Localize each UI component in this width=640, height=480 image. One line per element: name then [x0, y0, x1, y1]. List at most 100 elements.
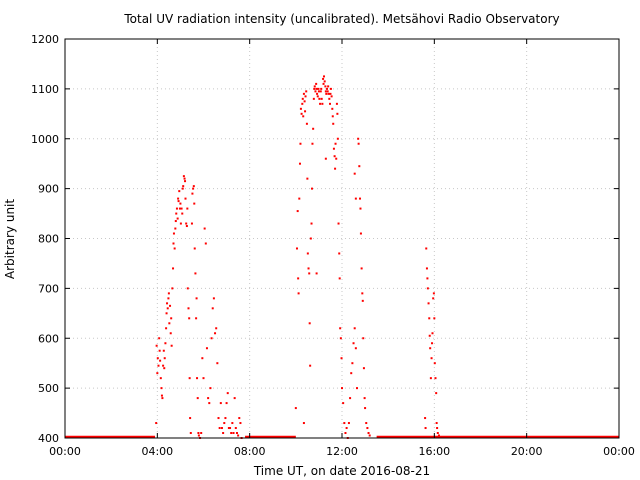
data-point — [432, 292, 435, 295]
data-point — [230, 432, 233, 435]
y-tick-label: 800 — [38, 233, 59, 246]
data-point — [177, 200, 180, 203]
data-point — [155, 344, 158, 347]
data-point — [368, 434, 371, 437]
data-point — [425, 267, 428, 270]
data-point — [424, 427, 427, 430]
data-point — [327, 92, 330, 95]
data-point — [158, 337, 161, 340]
data-point — [428, 317, 431, 320]
data-point — [339, 337, 342, 340]
data-point — [192, 187, 195, 190]
data-point — [188, 377, 191, 380]
data-point — [432, 297, 435, 300]
data-point — [309, 237, 312, 240]
data-point — [349, 397, 352, 400]
data-point — [425, 247, 428, 250]
data-point — [302, 115, 305, 118]
data-point — [299, 142, 302, 145]
data-point — [354, 347, 357, 350]
data-point — [335, 157, 338, 160]
data-point — [339, 327, 342, 330]
data-point — [331, 107, 334, 110]
data-point — [357, 137, 360, 140]
data-point — [352, 342, 355, 345]
data-point — [430, 357, 433, 360]
data-point — [310, 187, 313, 190]
data-point — [313, 87, 316, 90]
y-tick-label: 500 — [38, 382, 59, 395]
data-point — [174, 220, 177, 223]
data-point — [331, 115, 334, 118]
data-point — [203, 227, 206, 230]
data-point — [437, 434, 440, 437]
data-point — [183, 177, 186, 180]
data-point — [307, 267, 310, 270]
data-point — [170, 317, 173, 320]
data-point — [362, 337, 365, 340]
data-point — [353, 327, 356, 330]
data-point — [319, 90, 322, 93]
data-point — [196, 397, 199, 400]
data-point — [325, 87, 328, 90]
data-point — [166, 302, 169, 305]
data-point — [195, 317, 198, 320]
data-point — [316, 92, 319, 95]
data-point — [220, 427, 223, 430]
data-point — [157, 364, 160, 367]
data-point — [367, 432, 370, 435]
data-point — [299, 107, 302, 110]
data-point — [317, 87, 320, 90]
data-point — [184, 197, 187, 200]
data-point — [328, 97, 331, 100]
data-point — [169, 304, 172, 307]
data-point — [233, 397, 236, 400]
data-point — [433, 362, 436, 365]
data-point — [336, 137, 339, 140]
data-points — [155, 75, 440, 439]
data-point — [356, 387, 359, 390]
data-point — [436, 427, 439, 430]
y-tick-label: 1100 — [31, 83, 59, 96]
data-point — [163, 357, 166, 360]
data-point — [181, 212, 184, 215]
data-point — [207, 397, 210, 400]
data-point — [433, 317, 436, 320]
data-point — [175, 212, 178, 215]
data-point — [182, 185, 185, 188]
data-point — [178, 190, 181, 193]
data-point — [431, 332, 434, 335]
data-point — [294, 407, 297, 410]
data-point — [302, 92, 305, 95]
y-tick-label: 700 — [38, 282, 59, 295]
data-point — [301, 97, 304, 100]
data-point — [323, 80, 326, 83]
data-point — [166, 307, 169, 310]
data-point — [239, 422, 242, 425]
data-point — [434, 377, 437, 380]
data-point — [321, 102, 324, 105]
chart-title: Total UV radiation intensity (uncalibrat… — [123, 12, 559, 26]
data-point — [180, 207, 183, 210]
data-point — [314, 90, 317, 93]
data-point — [202, 377, 205, 380]
data-point — [172, 242, 175, 245]
data-point — [362, 367, 365, 370]
data-point — [338, 277, 341, 280]
data-point — [359, 207, 362, 210]
x-tick-label: 12:00 — [326, 445, 358, 458]
data-point — [200, 432, 203, 435]
data-point — [361, 292, 364, 295]
data-point — [325, 92, 328, 95]
data-point — [324, 90, 327, 93]
data-point — [193, 247, 196, 250]
data-point — [185, 225, 188, 228]
data-point — [162, 349, 165, 352]
data-point — [161, 397, 164, 400]
data-point — [197, 434, 200, 437]
data-point — [324, 157, 327, 160]
data-point — [174, 227, 177, 230]
data-point — [350, 372, 353, 375]
data-point — [159, 359, 162, 362]
y-tick-label: 900 — [38, 183, 59, 196]
